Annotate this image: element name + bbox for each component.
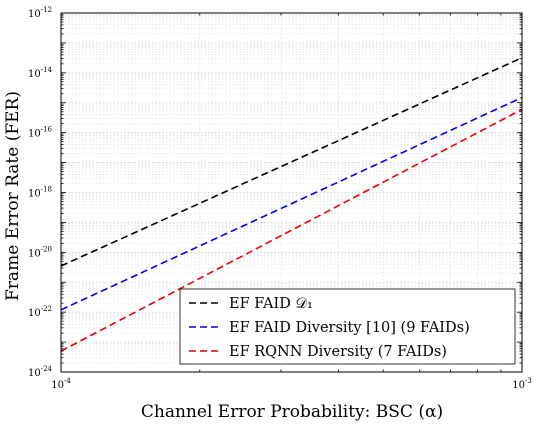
x-axis-title: Channel Error Probability: BSC (α) [141,402,443,422]
series-lines [60,56,523,352]
legend: EF FAID 𝒟₁ EF FAID Diversity [10] (9 FAID… [179,288,516,365]
legend-label-2: EF FAID Diversity [10] (9 FAIDs) [229,320,470,336]
x-tick-label: 10-4 [51,377,71,391]
y-tick-label: 10-18 [28,186,52,200]
y-axis-title: Frame Error Rate (FER) [3,91,23,301]
legend-label-3: EF RQNN Diversity (7 FAIDs) [229,344,447,360]
x-tick-label: 10-3 [512,377,532,391]
y-tick-label: 10-12 [28,6,52,20]
y-tick-label: 10-24 [28,365,53,379]
tick-labels: 10-24 10-22 10-20 10-18 10-16 10-14 10-12 10-4 1… [28,6,532,391]
legend-label-1: EF FAID 𝒟₁ [229,296,313,312]
y-tick-label: 10-22 [28,305,52,319]
legend-box [179,288,516,365]
axes [60,12,523,373]
series-line-1 [60,56,523,267]
y-tick-label: 10-16 [28,126,53,140]
y-tick-label: 10-20 [28,245,52,259]
series-line-3 [60,108,523,352]
y-tick-label: 10-14 [28,66,53,80]
series-line-2 [60,96,523,311]
